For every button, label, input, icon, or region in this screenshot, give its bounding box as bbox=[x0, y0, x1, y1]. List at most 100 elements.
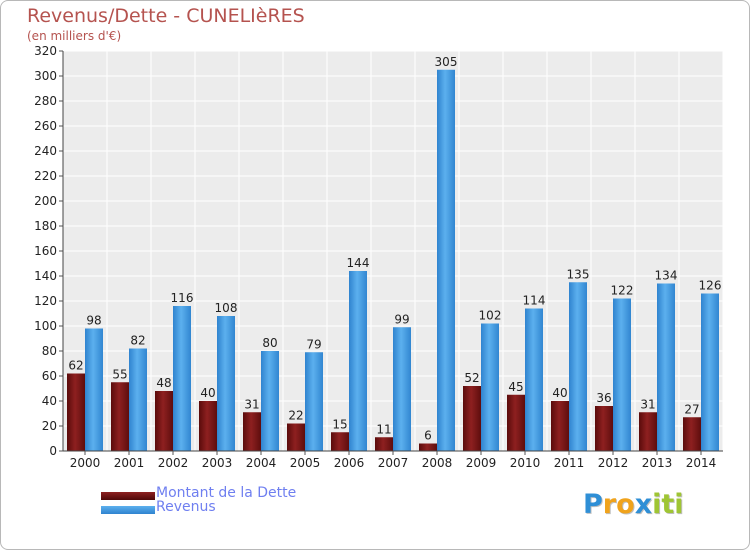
logo-letter-i: i bbox=[652, 489, 662, 520]
bar-debt bbox=[243, 412, 261, 451]
x-tick-label: 2004 bbox=[246, 456, 277, 470]
y-tick-label: 280 bbox=[34, 94, 57, 108]
chart-subtitle: (en milliers d'€) bbox=[27, 29, 122, 43]
data-label-revenus: 135 bbox=[567, 267, 590, 281]
data-label-revenus: 144 bbox=[347, 256, 370, 270]
data-label-debt: 40 bbox=[552, 386, 567, 400]
data-label-debt: 11 bbox=[376, 422, 391, 436]
x-tick-label: 2011 bbox=[554, 456, 585, 470]
data-label-debt: 27 bbox=[684, 402, 699, 416]
bar-revenus bbox=[349, 271, 367, 451]
data-label-debt: 31 bbox=[640, 397, 655, 411]
bar-debt bbox=[287, 423, 305, 451]
data-label-debt: 55 bbox=[112, 367, 127, 381]
data-label-revenus: 114 bbox=[523, 294, 546, 308]
bar-debt bbox=[419, 443, 437, 451]
data-label-revenus: 102 bbox=[479, 309, 502, 323]
bar-revenus bbox=[305, 352, 323, 451]
legend-swatch-revenus bbox=[101, 506, 155, 514]
data-label-revenus: 305 bbox=[435, 55, 458, 69]
y-tick-label: 120 bbox=[34, 294, 57, 308]
y-tick-label: 100 bbox=[34, 319, 57, 333]
data-label-revenus: 80 bbox=[262, 336, 277, 350]
data-label-revenus: 122 bbox=[611, 284, 634, 298]
data-label-revenus: 108 bbox=[215, 301, 238, 315]
bar-revenus bbox=[657, 283, 675, 451]
bar-revenus bbox=[701, 293, 719, 451]
logo-letter-r: r bbox=[602, 489, 617, 520]
y-tick-label: 240 bbox=[34, 144, 57, 158]
x-tick-label: 2013 bbox=[642, 456, 673, 470]
bar-revenus bbox=[525, 308, 543, 451]
bar-debt bbox=[375, 437, 393, 451]
x-tick-label: 2001 bbox=[114, 456, 145, 470]
bar-debt bbox=[507, 394, 525, 451]
bar-debt bbox=[463, 386, 481, 451]
bar-debt bbox=[155, 391, 173, 451]
bar-revenus bbox=[173, 306, 191, 451]
data-label-revenus: 79 bbox=[306, 337, 321, 351]
logo-letter-t: t bbox=[661, 489, 675, 520]
y-tick-label: 20 bbox=[42, 419, 57, 433]
x-tick-label: 2008 bbox=[422, 456, 453, 470]
bar-debt bbox=[595, 406, 613, 451]
bar-revenus bbox=[481, 323, 499, 451]
x-tick-label: 2002 bbox=[158, 456, 189, 470]
data-label-debt: 52 bbox=[464, 371, 479, 385]
logo-letter-o: o bbox=[616, 489, 635, 520]
data-label-debt: 62 bbox=[68, 359, 83, 373]
bar-revenus bbox=[393, 327, 411, 451]
x-tick-label: 2014 bbox=[686, 456, 717, 470]
x-tick-label: 2003 bbox=[202, 456, 233, 470]
bar-debt bbox=[551, 401, 569, 451]
bar-revenus bbox=[437, 69, 455, 451]
data-label-debt: 22 bbox=[288, 409, 303, 423]
x-tick-label: 2010 bbox=[510, 456, 541, 470]
logo-letter-i2: i bbox=[674, 489, 684, 520]
bar-revenus bbox=[569, 282, 587, 451]
data-label-debt: 6 bbox=[424, 429, 432, 443]
legend-label-revenus: Revenus bbox=[156, 499, 216, 515]
bar-revenus bbox=[261, 351, 279, 451]
y-tick-label: 0 bbox=[49, 444, 57, 458]
bar-revenus bbox=[217, 316, 235, 451]
bar-debt bbox=[331, 432, 349, 451]
data-label-revenus: 99 bbox=[394, 312, 409, 326]
x-tick-label: 2000 bbox=[70, 456, 101, 470]
x-tick-label: 2012 bbox=[598, 456, 629, 470]
bar-debt bbox=[67, 373, 85, 451]
bar-debt bbox=[683, 417, 701, 451]
data-label-debt: 45 bbox=[508, 380, 523, 394]
y-tick-label: 220 bbox=[34, 169, 57, 183]
data-label-revenus: 116 bbox=[171, 291, 194, 305]
x-tick-label: 2009 bbox=[466, 456, 497, 470]
legend-swatch-debt bbox=[101, 492, 155, 500]
data-label-revenus: 134 bbox=[655, 269, 678, 283]
y-tick-label: 260 bbox=[34, 119, 57, 133]
logo-letter-p: P bbox=[583, 489, 603, 520]
data-label-debt: 31 bbox=[244, 397, 259, 411]
bar-revenus bbox=[85, 328, 103, 451]
data-label-debt: 36 bbox=[596, 391, 611, 405]
proxiti-logo: Proxiti bbox=[583, 489, 684, 520]
bar-debt bbox=[199, 401, 217, 451]
data-label-revenus: 126 bbox=[699, 279, 722, 293]
y-tick-label: 320 bbox=[34, 44, 57, 58]
data-label-revenus: 82 bbox=[130, 334, 145, 348]
y-tick-label: 160 bbox=[34, 244, 57, 258]
x-tick-label: 2006 bbox=[334, 456, 365, 470]
data-label-debt: 15 bbox=[332, 417, 347, 431]
bar-revenus bbox=[613, 298, 631, 451]
chart-title: Revenus/Dette - CUNELIèRES bbox=[27, 5, 305, 27]
y-tick-label: 300 bbox=[34, 69, 57, 83]
x-tick-label: 2007 bbox=[378, 456, 409, 470]
legend-label-debt: Montant de la Dette bbox=[156, 485, 297, 501]
logo-letter-x: x bbox=[634, 489, 653, 520]
x-tick-label: 2005 bbox=[290, 456, 321, 470]
y-tick-label: 200 bbox=[34, 194, 57, 208]
data-label-revenus: 98 bbox=[86, 314, 101, 328]
y-tick-label: 140 bbox=[34, 269, 57, 283]
data-label-debt: 48 bbox=[156, 376, 171, 390]
